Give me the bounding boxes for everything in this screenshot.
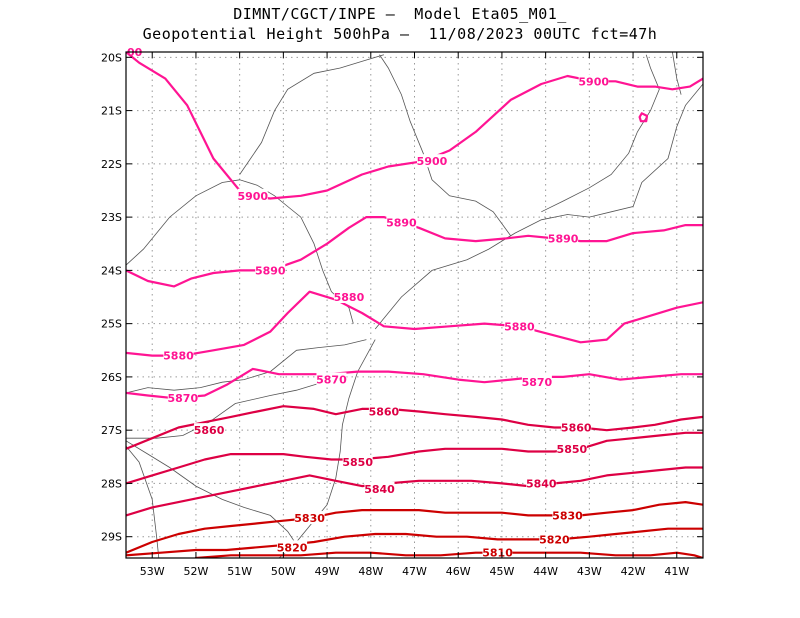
contour-line-5900 — [126, 52, 703, 200]
contour-label-5820: 5820 — [277, 541, 308, 554]
contour-label-5870: 5870 — [168, 392, 199, 405]
axis-layer: 53W 52W 51W 50W 49W 48W 47W 46W 45W 44W 43W 42W 41W 2… — [101, 51, 704, 578]
map-boundary-line — [374, 83, 703, 330]
x-tick-label: 45W — [489, 565, 514, 578]
contour-label-bg — [277, 540, 308, 554]
x-tick-label: 49W — [315, 565, 340, 578]
contour-label-5840: 5840 — [364, 483, 395, 496]
contour-label-bg — [194, 423, 225, 437]
contour-label-bg — [556, 441, 587, 455]
contour-label-bg — [333, 290, 364, 304]
map-boundary-line — [126, 376, 345, 439]
y-tick-label: 28S — [101, 477, 122, 490]
contour-label-bg — [526, 476, 557, 490]
contour-label-5880: 5880 — [163, 350, 194, 363]
contour-line-5830 — [126, 501, 703, 554]
x-tick-label: 47W — [402, 565, 427, 578]
contour-label-5820: 5820 — [539, 533, 570, 546]
contour-label-bg — [294, 511, 325, 525]
contour-label-5840: 5840 — [526, 477, 557, 490]
x-tick-label: 51W — [227, 565, 252, 578]
y-tick-label: 29S — [101, 531, 122, 544]
contour-label-bg — [482, 545, 513, 559]
contour-label-layer: 5900 5900 5900 5890 5890 5890 5880 5880 5880 5870… — [127, 46, 609, 560]
map-boundary-line — [278, 339, 376, 558]
contour-label-bg — [539, 532, 570, 546]
contour-label-5830: 5830 — [294, 512, 325, 525]
x-tick-label: 44W — [533, 565, 558, 578]
map-boundary-line — [541, 54, 660, 213]
contour-label-bg — [548, 231, 579, 245]
x-tick-label: 42W — [621, 565, 646, 578]
contour-line-5840 — [126, 466, 703, 517]
contour-label-bg — [342, 455, 373, 469]
x-tick-label: 46W — [446, 565, 471, 578]
contour-label-5850: 5850 — [557, 443, 588, 456]
contour-label-5880: 5880 — [334, 291, 365, 304]
grid-layer — [126, 52, 703, 558]
contour-line-5860 — [126, 405, 703, 450]
contour-label-5890: 5890 — [386, 216, 417, 229]
contour-label-bg — [552, 508, 583, 522]
contour-label-bg — [521, 375, 552, 389]
x-tick-label: 50W — [271, 565, 296, 578]
y-tick-label: 21S — [101, 105, 122, 118]
contour-label-5900: 5900 — [578, 75, 609, 88]
map-boundary-line — [126, 445, 160, 558]
chart-title-line2: Geopotential Height 500hPa — 11/08/2023 … — [142, 25, 658, 43]
contour-label-5860: 5860 — [369, 406, 400, 419]
map-boundary-line — [239, 54, 385, 175]
contour-line-5820 — [126, 527, 703, 557]
contour-label-bg — [364, 481, 395, 495]
contour-label-5870: 5870 — [522, 376, 553, 389]
contour-label-5890: 5890 — [548, 232, 579, 245]
contour-label-5830: 5830 — [552, 509, 583, 522]
contour-label-5900: 5900 — [417, 155, 448, 168]
contour-label-bg — [316, 372, 347, 386]
contour-label-bg — [416, 154, 447, 168]
x-tick-label: 43W — [577, 565, 602, 578]
contour-label-bg — [163, 348, 194, 362]
y-tick-label: 25S — [101, 318, 122, 331]
contour-label-bg — [578, 74, 609, 88]
y-tick-label: 27S — [101, 424, 122, 437]
y-tick-label: 23S — [101, 211, 122, 224]
y-tick-label: 24S — [101, 264, 122, 277]
map-boundary-line — [126, 339, 367, 394]
contour-label-5810: 5810 — [482, 547, 513, 560]
x-tick-label: 48W — [358, 565, 383, 578]
contour-label-5900: 5900 — [237, 190, 268, 203]
chart-title-line1: DIMNT/CGCT/INPE — Model Eta05_M01_ — [233, 5, 567, 23]
contour-line-5810 — [194, 551, 703, 558]
y-tick-label: 20S — [101, 51, 122, 64]
map-boundary-line — [126, 440, 297, 545]
map-boundary-line — [379, 54, 512, 237]
contour-line-5880 — [126, 290, 703, 357]
map-boundary-line — [126, 179, 354, 324]
contour-label-bg — [504, 319, 535, 333]
contour-line-5870 — [126, 367, 703, 400]
contour-label-bg — [237, 188, 268, 202]
y-tick-label: 22S — [101, 158, 122, 171]
contour-label-5860: 5860 — [194, 424, 225, 437]
contour-label-5890: 5890 — [255, 264, 286, 277]
contour-label-5860: 5860 — [561, 422, 592, 435]
x-tick-label: 52W — [184, 565, 209, 578]
contour-label-5870: 5870 — [316, 374, 347, 387]
contour-line-5900 — [638, 112, 649, 123]
map-layer — [126, 52, 703, 558]
contour-label-bg — [561, 420, 592, 434]
contour-label-bg — [386, 215, 417, 229]
contour-label-bg — [167, 391, 198, 405]
contour-label-5880: 5880 — [504, 320, 535, 333]
contour-label-5850: 5850 — [342, 456, 373, 469]
contour-line-5850 — [126, 431, 703, 485]
x-tick-label: 41W — [664, 565, 689, 578]
contour-label-bg — [255, 263, 286, 277]
contour-label-bg — [368, 404, 399, 418]
y-tick-label: 26S — [101, 371, 122, 384]
x-tick-label: 53W — [140, 565, 165, 578]
